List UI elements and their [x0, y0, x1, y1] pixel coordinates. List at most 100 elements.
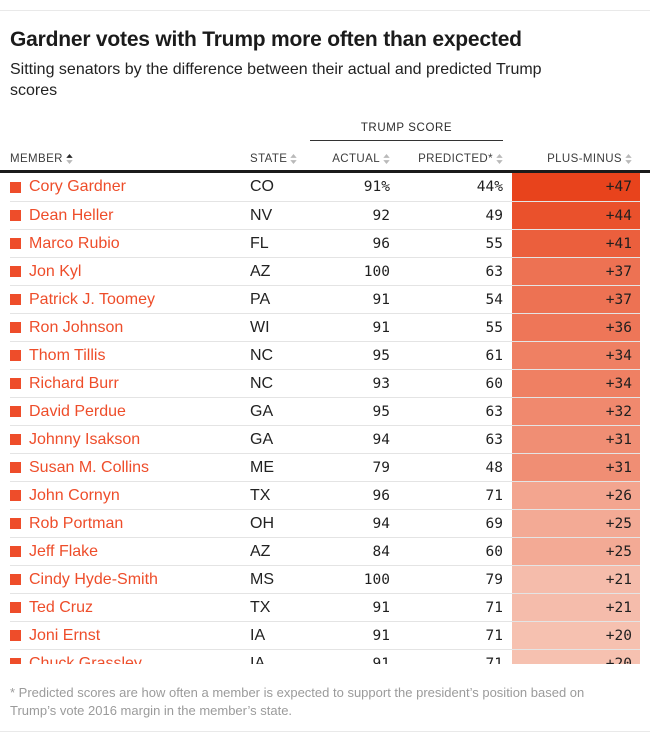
state-cell: OH: [250, 509, 310, 537]
member-name-link[interactable]: Rob Portman: [29, 514, 124, 532]
table-row: Jeff Flake AZ 84 60 +25: [0, 537, 650, 565]
party-marker-icon: [10, 210, 21, 221]
member-name-link[interactable]: Joni Ernst: [29, 626, 101, 644]
column-header-predicted[interactable]: PREDICTED*: [390, 153, 503, 165]
party-marker-icon: [10, 462, 21, 473]
trump-score-group-header: TRUMP SCORE: [310, 122, 503, 141]
column-spacer: [503, 229, 512, 257]
member-cell: Susan M. Collins: [10, 453, 250, 481]
column-spacer: [503, 201, 512, 229]
table-row: Ted Cruz TX 91 71 +21: [0, 593, 650, 621]
predicted-score-cell: 71: [390, 621, 503, 649]
column-spacer: [503, 509, 512, 537]
state-cell: NV: [250, 201, 310, 229]
member-cell: Jeff Flake: [10, 537, 250, 565]
member-name-link[interactable]: Johnny Isakson: [29, 430, 141, 448]
column-spacer: [503, 285, 512, 313]
actual-score-cell: 100: [310, 257, 390, 285]
state-cell: NC: [250, 341, 310, 369]
member-cell: David Perdue: [10, 397, 250, 425]
actual-score-cell: 91: [310, 593, 390, 621]
member-cell: Chuck Grassley: [10, 649, 250, 664]
party-marker-icon: [10, 238, 21, 249]
member-name-link[interactable]: Cindy Hyde-Smith: [29, 570, 158, 588]
member-name-link[interactable]: Richard Burr: [29, 374, 119, 392]
member-cell: Patrick J. Toomey: [10, 285, 250, 313]
actual-score-cell: 96: [310, 481, 390, 509]
table-row: Cory Gardner CO 91% 44% +47: [0, 173, 650, 201]
actual-score-cell: 94: [310, 509, 390, 537]
state-cell: GA: [250, 397, 310, 425]
member-name-link[interactable]: Ted Cruz: [29, 598, 94, 616]
state-cell: AZ: [250, 537, 310, 565]
member-name-link[interactable]: Patrick J. Toomey: [29, 290, 155, 308]
member-cell: Dean Heller: [10, 201, 250, 229]
party-marker-icon: [10, 322, 21, 333]
state-cell: TX: [250, 593, 310, 621]
column-spacer: [503, 257, 512, 285]
column-header-state[interactable]: STATE: [250, 153, 310, 165]
predicted-score-cell: 60: [390, 369, 503, 397]
member-name-link[interactable]: Marco Rubio: [29, 234, 120, 252]
party-marker-icon: [10, 630, 21, 641]
state-cell: TX: [250, 481, 310, 509]
table-body: Cory Gardner CO 91% 44% +47 Dean Heller …: [0, 173, 650, 664]
actual-score-cell: 91: [310, 649, 390, 664]
table-row: Joni Ernst IA 91 71 +20: [0, 621, 650, 649]
footnote: * Predicted scores are how often a membe…: [10, 685, 585, 718]
member-cell: Cindy Hyde-Smith: [10, 565, 250, 593]
column-header-actual[interactable]: ACTUAL: [310, 153, 390, 165]
actual-score-cell: 91: [310, 285, 390, 313]
member-cell: Jon Kyl: [10, 257, 250, 285]
party-marker-icon: [10, 406, 21, 417]
member-name-link[interactable]: John Cornyn: [29, 486, 120, 504]
actual-score-cell: 91%: [363, 179, 390, 195]
predicted-score-cell: 63: [390, 397, 503, 425]
party-marker-icon: [10, 294, 21, 305]
column-spacer: [503, 453, 512, 481]
member-cell: Thom Tillis: [10, 341, 250, 369]
table-row: Ron Johnson WI 91 55 +36: [0, 313, 650, 341]
predicted-score-cell: 71: [390, 649, 503, 664]
table-row: John Cornyn TX 96 71 +26: [0, 481, 650, 509]
table-row: Patrick J. Toomey PA 91 54 +37: [0, 285, 650, 313]
actual-score-cell: 94: [310, 425, 390, 453]
member-name-link[interactable]: David Perdue: [29, 402, 126, 420]
member-name-link[interactable]: Chuck Grassley: [29, 654, 142, 665]
state-cell: ME: [250, 453, 310, 481]
actual-score-cell: 79: [310, 453, 390, 481]
actual-score-cell: 95: [310, 341, 390, 369]
member-name-link[interactable]: Thom Tillis: [29, 346, 106, 364]
member-cell: Richard Burr: [10, 369, 250, 397]
table-row: Johnny Isakson GA 94 63 +31: [0, 425, 650, 453]
predicted-score-cell: 49: [390, 201, 503, 229]
table-row: Dean Heller NV 92 49 +44: [0, 201, 650, 229]
member-name-link[interactable]: Ron Johnson: [29, 318, 124, 336]
column-header-member[interactable]: MEMBER: [10, 153, 250, 165]
member-name-link[interactable]: Susan M. Collins: [29, 458, 150, 476]
member-name-link[interactable]: Jon Kyl: [29, 262, 82, 280]
state-cell: IA: [250, 649, 310, 664]
sort-icon: [496, 154, 503, 164]
state-cell: GA: [250, 425, 310, 453]
table-row: Marco Rubio FL 96 55 +41: [0, 229, 650, 257]
member-cell: Cory Gardner: [10, 173, 250, 201]
column-spacer: [503, 425, 512, 453]
state-cell: NC: [250, 369, 310, 397]
state-cell: MS: [250, 565, 310, 593]
member-name-link[interactable]: Jeff Flake: [29, 542, 99, 560]
plus-minus-cell: +31: [512, 453, 640, 481]
predicted-score-cell: 48: [390, 453, 503, 481]
member-name-link[interactable]: Cory Gardner: [29, 178, 126, 195]
member-name-link[interactable]: Dean Heller: [29, 206, 114, 224]
plus-minus-cell: +34: [512, 341, 640, 369]
actual-score-cell: 100: [310, 565, 390, 593]
predicted-score-cell: 79: [390, 565, 503, 593]
column-header-label: MEMBER: [10, 153, 63, 165]
predicted-score-cell: 55: [390, 229, 503, 257]
plus-minus-cell: +31: [512, 425, 640, 453]
plus-minus-cell: +34: [512, 369, 640, 397]
actual-score-cell: 91: [310, 621, 390, 649]
column-header-plus-minus[interactable]: PLUS-MINUS: [512, 153, 640, 165]
plus-minus-cell: +44: [512, 201, 640, 229]
